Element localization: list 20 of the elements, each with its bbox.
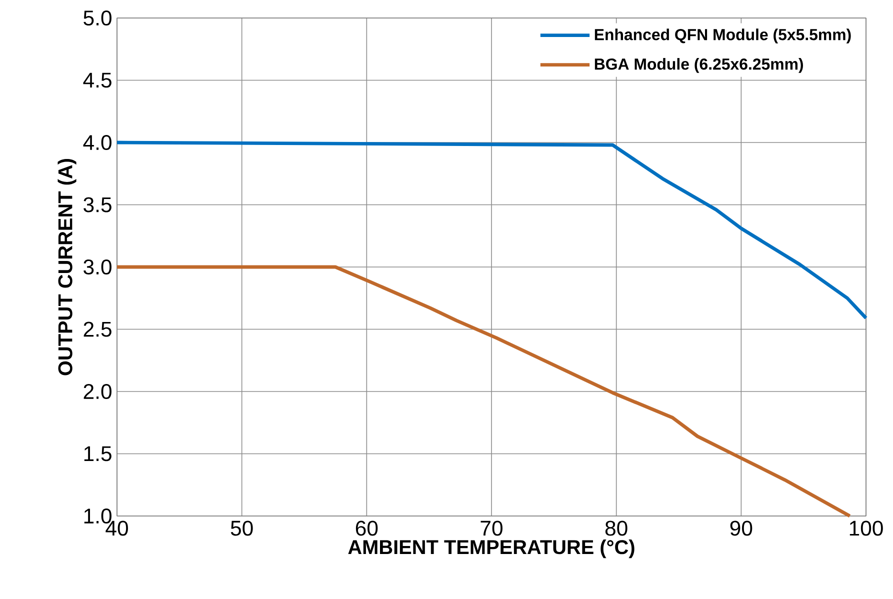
line-series bbox=[115, 265, 852, 518]
y-tick-label: 1.5 bbox=[84, 446, 112, 462]
y-tick-label: 4.0 bbox=[83, 134, 112, 150]
y-tick-label: 5.0 bbox=[84, 10, 112, 26]
x-tick-label: 70 bbox=[480, 520, 502, 536]
y-axis-title: OUTPUT CURRENT (A) bbox=[58, 158, 76, 376]
x-tick-label: 100 bbox=[850, 520, 883, 536]
x-tick-label: 50 bbox=[230, 520, 253, 536]
x-axis-title: AMBIENT TEMPERATURE (°C) bbox=[348, 540, 634, 558]
x-tick-label: 60 bbox=[356, 520, 378, 536]
y-tick-label: 3.5 bbox=[84, 197, 112, 212]
x-tick-label: 90 bbox=[730, 520, 752, 536]
y-tick-label: 2.0 bbox=[84, 384, 112, 400]
y-tick-label: 3.0 bbox=[84, 259, 112, 275]
line-series bbox=[115, 140, 868, 320]
legend-label: BGA Module (6.25x6.25mm) bbox=[594, 58, 803, 73]
y-tick-label: 4.5 bbox=[83, 72, 112, 88]
x-tick-label: 80 bbox=[605, 520, 628, 536]
legend-label: Enhanced QFN Module (5x5.5mm) bbox=[594, 28, 851, 44]
y-tick-label: 2.5 bbox=[84, 322, 112, 337]
